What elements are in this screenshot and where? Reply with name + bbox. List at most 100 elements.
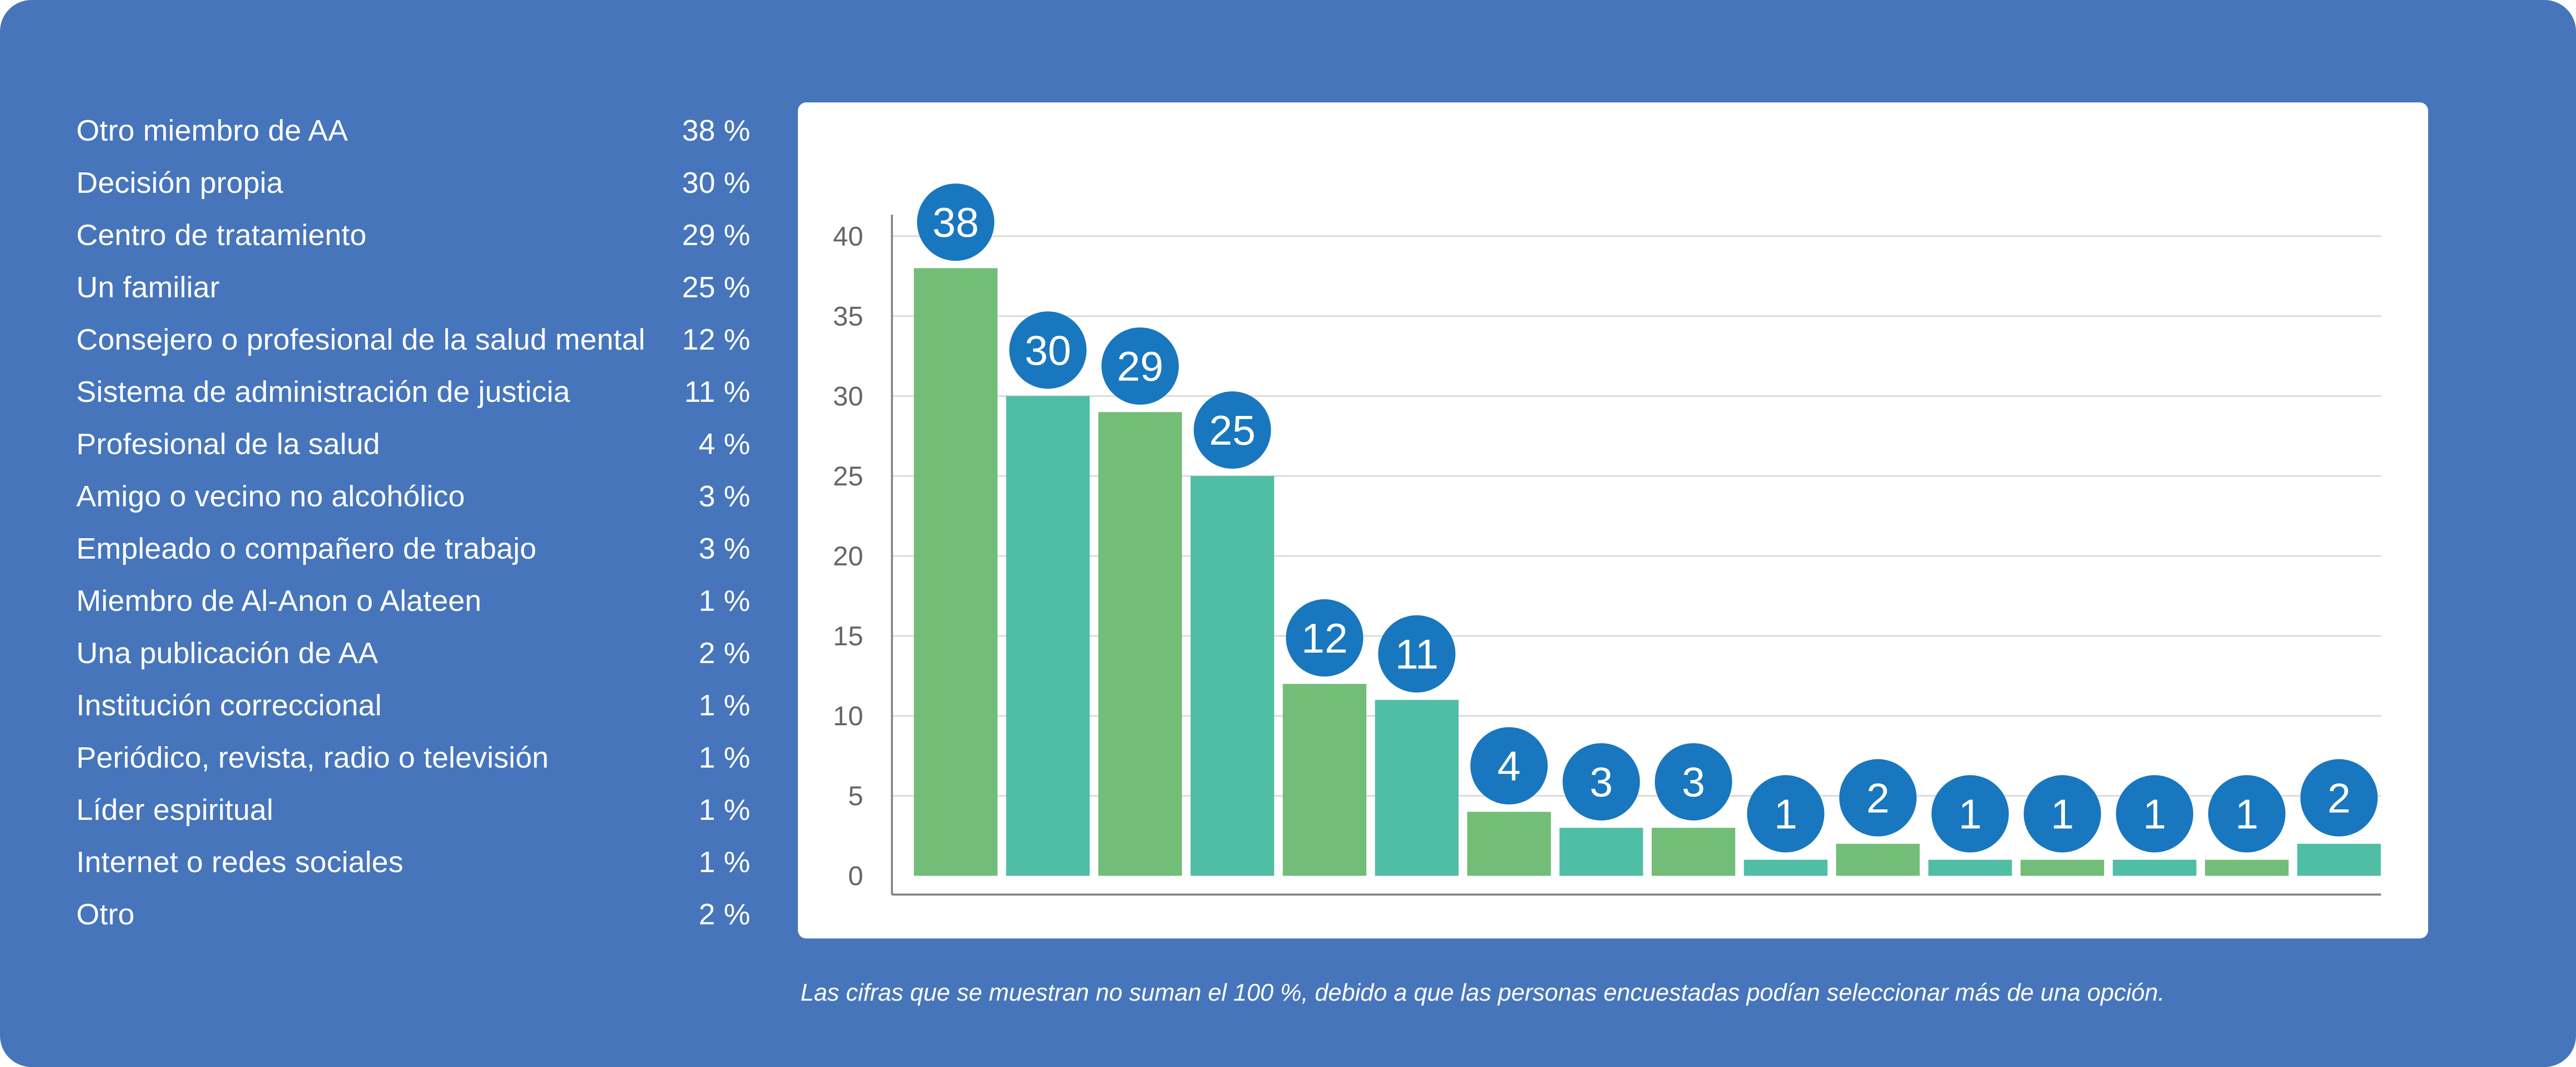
data-label: 2 xyxy=(2327,775,2351,821)
legend-percentage: 1 % xyxy=(699,741,750,774)
legend-label: Decisión propia xyxy=(76,166,283,200)
legend-percentage: 12 % xyxy=(682,323,750,356)
data-label: 38 xyxy=(933,199,979,246)
legend-percentage: 38 % xyxy=(682,114,750,147)
footnote: Las cifras que se muestran no suman el 1… xyxy=(800,979,2165,1006)
legend-label: Amigo o vecino no alcohólico xyxy=(76,480,465,513)
data-label-bubble xyxy=(1009,311,1087,389)
bar xyxy=(1098,412,1182,876)
bar xyxy=(1836,843,1920,876)
bar xyxy=(2113,860,2197,876)
data-label: 11 xyxy=(1395,631,1438,677)
legend-row: Empleado o compañero de trabajo 3 % xyxy=(76,523,750,575)
legend-percentage: 4 % xyxy=(699,427,750,461)
bar xyxy=(2021,860,2104,876)
legend-label: Otro miembro de AA xyxy=(76,114,348,147)
data-label: 1 xyxy=(2051,791,2074,837)
legend-row: Profesional de la salud 4 % xyxy=(76,418,750,470)
legend-row: Centro de tratamiento 29 % xyxy=(76,209,750,261)
legend-row: Amigo o vecino no alcohólico 3 % xyxy=(76,470,750,523)
y-tick-label: 20 xyxy=(833,541,863,572)
data-label-bubble xyxy=(1931,775,2009,853)
legend-label: Líder espiritual xyxy=(76,793,274,827)
y-tick-label: 35 xyxy=(833,301,863,332)
data-label-bubble xyxy=(1655,743,1732,821)
data-label-bubble xyxy=(1470,727,1548,805)
legend-row: Miembro de Al-Anon o Alateen 1 % xyxy=(76,575,750,627)
legend-label: Sistema de administración de justicia xyxy=(76,375,571,409)
y-tick-label: 25 xyxy=(833,461,863,492)
legend-percentage: 1 % xyxy=(699,793,750,827)
data-label: 12 xyxy=(1302,615,1348,662)
legend-label: Centro de tratamiento xyxy=(76,218,367,252)
data-label-bubble xyxy=(1193,391,1271,469)
data-label-bubble xyxy=(1286,599,1363,677)
y-tick-label: 5 xyxy=(848,781,863,811)
data-label: 1 xyxy=(2143,791,2166,837)
legend-row: Consejero o profesional de la salud ment… xyxy=(76,314,750,366)
data-label-bubble xyxy=(1562,743,1640,821)
legend-list: Otro miembro de AA 38 % Decisión propia 30 … xyxy=(76,105,750,941)
legend-label: Un familiar xyxy=(76,271,220,304)
data-label-bubble xyxy=(1839,759,1917,837)
legend-row: Líder espiritual 1 % xyxy=(76,784,750,836)
legend-row: Periódico, revista, radio o televisión 1 … xyxy=(76,732,750,784)
legend-percentage: 1 % xyxy=(699,689,750,722)
y-tick-label: 40 xyxy=(833,222,863,252)
legend-percentage: 2 % xyxy=(699,898,750,931)
data-label-bubble xyxy=(2116,775,2194,853)
legend-label: Consejero o profesional de la salud ment… xyxy=(76,323,645,356)
legend-percentage: 25 % xyxy=(682,271,750,304)
data-label-bubble xyxy=(2208,775,2285,853)
legend-label: Periódico, revista, radio o televisión xyxy=(76,741,549,774)
legend-row: Decisión propia 30 % xyxy=(76,157,750,209)
bar xyxy=(1283,683,1366,876)
data-label: 29 xyxy=(1117,343,1164,390)
data-label: 3 xyxy=(1682,759,1705,805)
legend-label: Otro xyxy=(76,898,135,931)
y-tick-label: 30 xyxy=(833,381,863,412)
legend-percentage: 3 % xyxy=(699,480,750,513)
legend-percentage: 29 % xyxy=(682,218,750,252)
bar xyxy=(1928,860,2012,876)
legend-percentage: 2 % xyxy=(699,636,750,670)
legend-label: Empleado o compañero de trabajo xyxy=(76,532,537,565)
data-label-bubble xyxy=(1101,327,1179,405)
bar xyxy=(1190,476,1274,876)
data-label: 25 xyxy=(1209,407,1256,454)
data-label-bubble xyxy=(2024,775,2101,853)
data-label: 4 xyxy=(1498,743,1521,790)
bar xyxy=(1652,828,1735,876)
legend-percentage: 11 % xyxy=(684,375,750,409)
legend-row: Internet o redes sociales 1 % xyxy=(76,836,750,888)
bar xyxy=(1467,811,1551,876)
legend-percentage: 1 % xyxy=(699,845,750,879)
bar xyxy=(1006,396,1090,876)
data-label: 30 xyxy=(1025,327,1071,374)
legend-row: Sistema de administración de justicia 11 … xyxy=(76,366,750,418)
legend-row: Otro miembro de AA 38 % xyxy=(76,105,750,157)
data-label: 2 xyxy=(1866,775,1890,821)
y-tick-label: 10 xyxy=(833,701,863,732)
bar xyxy=(2205,860,2289,876)
data-label-bubble xyxy=(917,183,994,261)
data-label-bubble xyxy=(1378,615,1456,693)
legend-percentage: 1 % xyxy=(699,584,750,618)
bar xyxy=(1744,860,1828,876)
legend-label: Una publicación de AA xyxy=(76,636,378,670)
data-label-bubble xyxy=(1747,775,1825,853)
data-label: 1 xyxy=(1774,791,1797,837)
y-tick-label: 0 xyxy=(848,861,863,891)
data-label: 3 xyxy=(1589,759,1613,805)
legend-percentage: 3 % xyxy=(699,532,750,565)
legend-row: Una publicación de AA 2 % xyxy=(76,627,750,679)
data-label: 1 xyxy=(1958,791,1982,837)
bar xyxy=(1375,700,1459,876)
legend-row: Otro 2 % xyxy=(76,888,750,941)
data-label-bubble xyxy=(2300,759,2378,837)
legend-label: Profesional de la salud xyxy=(76,427,380,461)
legend-row: Institución correccional 1 % xyxy=(76,679,750,732)
legend-row: Un familiar 25 % xyxy=(76,261,750,314)
